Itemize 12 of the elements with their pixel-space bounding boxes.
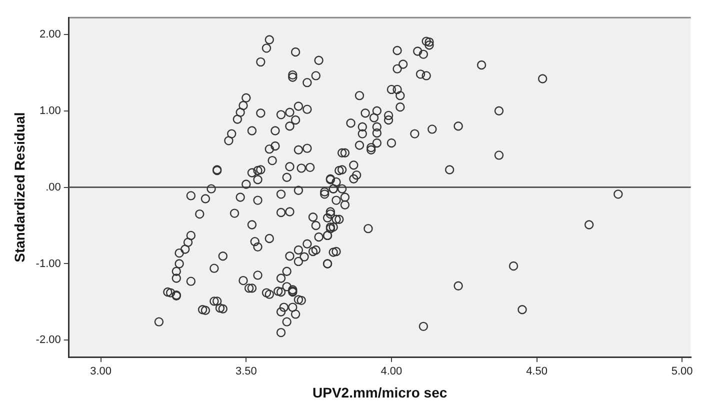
y-tick-label: .00 (46, 181, 61, 194)
x-tick-label: 3.50 (235, 366, 257, 378)
x-axis-title: UPV2.mm/micro sec (312, 384, 448, 400)
x-tick-label: 4.00 (380, 366, 402, 378)
x-tick-label: 5.00 (671, 366, 693, 378)
y-tick-label: -1.00 (36, 258, 61, 270)
y-tick-label: 2.00 (39, 28, 61, 40)
y-tick-label: 1.00 (39, 104, 61, 117)
y-axis-title: Standardized Residual (11, 112, 28, 262)
x-tick-label: 3.00 (90, 366, 112, 378)
y-tick-label: -2.00 (36, 334, 61, 346)
x-tick-label: 4.50 (526, 366, 548, 378)
